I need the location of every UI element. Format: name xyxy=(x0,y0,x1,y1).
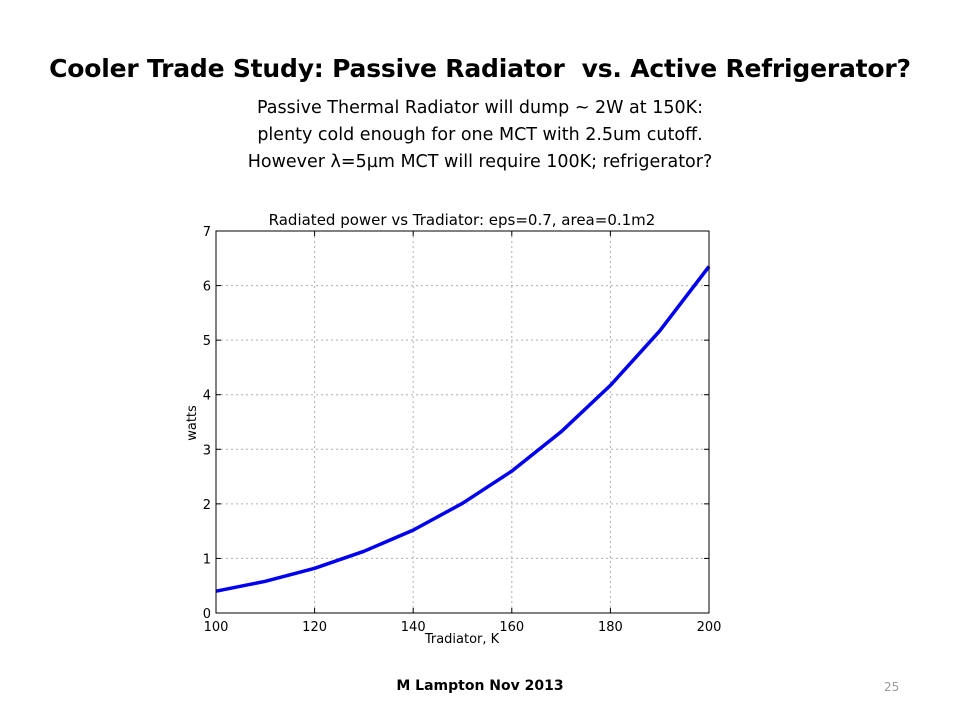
x-tick-label: 180 xyxy=(598,620,623,635)
x-tick-label: 120 xyxy=(302,620,327,635)
x-tick-label: 160 xyxy=(499,620,524,635)
footer-author: M Lampton Nov 2013 xyxy=(396,678,564,694)
y-tick-label: 4 xyxy=(203,389,211,404)
y-tick-label: 2 xyxy=(203,498,211,513)
y-tick-label: 3 xyxy=(203,443,211,458)
y-tick-label: 5 xyxy=(203,334,211,349)
x-tick-label: 100 xyxy=(204,620,229,635)
y-axis-label: watts xyxy=(185,405,200,441)
subtitle-line-3: However λ=5µm MCT will require 100K; ref… xyxy=(247,152,713,172)
tick-layer: 100 120 140 160 180 200 0 1 2 3 4 5 6 7 xyxy=(203,225,722,635)
chart-title: Radiated power vs Tradiator: eps=0.7, ar… xyxy=(269,211,656,229)
slide-title: Cooler Trade Study: Passive Radiator vs.… xyxy=(49,54,911,83)
series-layer xyxy=(215,265,711,593)
x-tick-label: 140 xyxy=(401,620,426,635)
y-tick-label: 6 xyxy=(203,280,211,295)
x-axis-label: Tradiator, K xyxy=(424,632,500,645)
page-number: 25 xyxy=(884,680,900,694)
y-tick-label: 7 xyxy=(203,225,211,240)
subtitle-line-2: plenty cold enough for one MCT with 2.5u… xyxy=(257,125,703,145)
x-tick-label: 200 xyxy=(697,620,722,635)
y-tick-label: 0 xyxy=(203,607,211,622)
plot-frame xyxy=(215,230,710,614)
subtitle-line-1: Passive Thermal Radiator will dump ~ 2W … xyxy=(257,98,703,118)
radiated-power-chart: 100 120 140 160 180 200 0 1 2 3 4 5 6 7 Radiated powe… xyxy=(185,211,722,645)
series-line-radiated-power xyxy=(215,265,711,593)
y-tick-label: 1 xyxy=(203,552,211,567)
plot-background xyxy=(216,231,709,613)
